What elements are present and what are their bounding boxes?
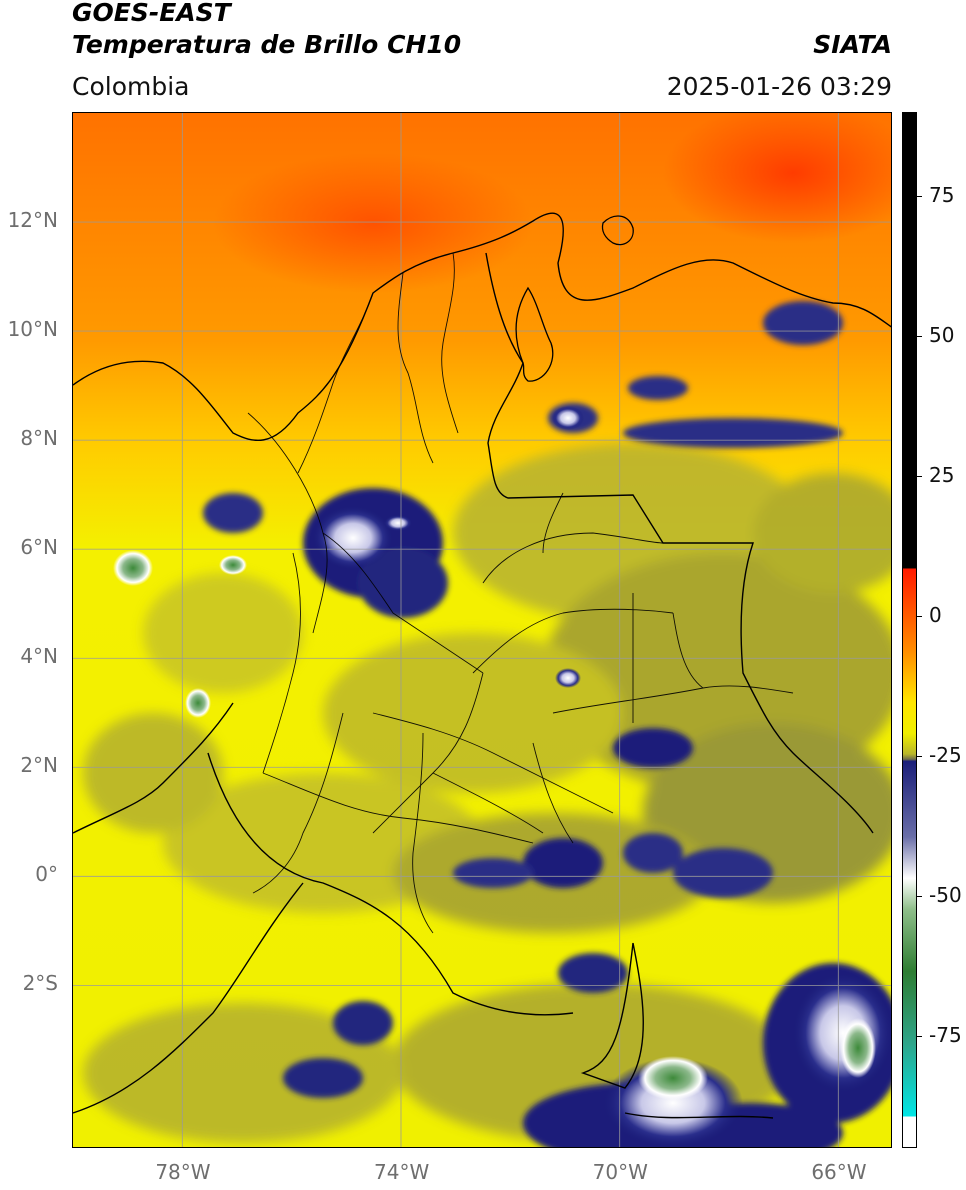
colorbar-tick	[917, 336, 922, 337]
lat-tick-label: 0°	[35, 862, 58, 887]
lat-tick-label: 4°N	[20, 644, 58, 669]
lon-tick-label: 78°W	[155, 1160, 211, 1184]
product-title: Temperatura de Brillo CH10	[72, 30, 462, 59]
lon-tick-label: 70°W	[592, 1160, 648, 1184]
colorbar-tick-label: 50	[929, 323, 955, 347]
temperature-colorbar	[902, 112, 917, 1148]
colorbar-tick	[917, 616, 922, 617]
lat-tick-label: 8°N	[20, 426, 58, 451]
colorbar-tick-label: -25	[929, 743, 962, 767]
cloud-field	[73, 113, 891, 1147]
timestamp-label: 2025-01-26 03:29	[666, 72, 892, 101]
lon-tick-label: 66°W	[811, 1160, 867, 1184]
graticule	[73, 113, 891, 1147]
map-canvas	[73, 113, 891, 1147]
region-label: Colombia	[72, 72, 190, 101]
lat-tick-label: 2°S	[22, 971, 58, 996]
source-label: SIATA	[813, 30, 892, 59]
lat-tick-label: 6°N	[20, 535, 58, 560]
lon-tick-label: 74°W	[374, 1160, 430, 1184]
lake-maracaibo	[515, 215, 634, 382]
colorbar-tick	[917, 756, 922, 757]
satellite-title: GOES-EAST	[72, 0, 231, 27]
colorbar-tick-label: -50	[929, 883, 962, 907]
colorbar-tick-label: 75	[929, 183, 955, 207]
lat-tick-label: 2°N	[20, 753, 58, 778]
lat-tick-label: 10°N	[7, 317, 58, 342]
colorbar-tick	[917, 1036, 922, 1037]
department-borders	[247, 252, 794, 934]
colorbar-tick	[917, 896, 922, 897]
colorbar-tick	[917, 196, 922, 197]
lat-tick-label: 12°N	[7, 208, 58, 233]
colorbar-tick-label: -75	[929, 1023, 962, 1047]
satellite-map[interactable]	[72, 112, 892, 1148]
colorbar-tick-label: 25	[929, 463, 955, 487]
colorbar-tick	[917, 476, 922, 477]
colorbar-tick-label: 0	[929, 603, 942, 627]
